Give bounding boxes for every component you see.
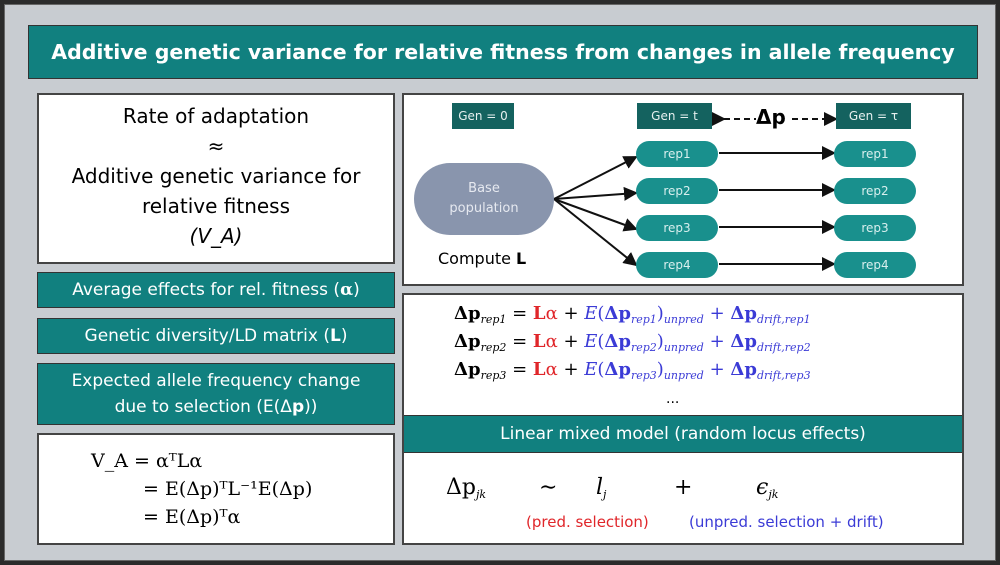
equations-box: Δprep1 = Lα + E(Δprep1)unpred + Δpdrift,… [402,293,964,545]
delta-p-label: Δp [756,105,786,129]
va-equations-box: V_A = αᵀLα = E(Δp)ᵀL⁻¹E(Δp) = E(Δp)ᵀα [37,433,395,545]
arrow-base-rep4 [553,198,638,267]
equation-rep3: Δprep3 = Lα + E(Δprep3)unpred + Δpdrift,… [454,359,811,382]
gen-0-label: Gen = 0 [452,103,514,129]
rep1-gen-tau: rep1 [836,143,914,165]
va-eq-2: = E(Δp)ᵀL⁻¹E(Δp) [143,478,313,500]
base-population-cloud: Base population [414,163,554,235]
pred-selection-label: (pred. selection) [526,513,649,531]
lmm-epsilon: ϵjk [756,475,779,501]
rep3-gen-t: rep3 [638,217,716,239]
replicate-equations: Δprep1 = Lα + E(Δprep1)unpred + Δpdrift,… [454,303,811,387]
replicate-diagram: Gen = 0 Gen = t Gen = τ Δp Base populatio… [402,93,964,286]
slide-title: Additive genetic variance for relative f… [28,25,978,79]
rate-text: Rate of adaptation [122,104,310,128]
arrow-base-rep1 [553,156,638,200]
va-eq-3: = E(Δp)ᵀα [143,506,241,528]
equation-rep2: Δprep2 = Lα + E(Δprep2)unpred + Δpdrift,… [454,331,811,354]
average-effects-box: Average effects for rel. fitness (α) [37,272,395,308]
approx-text: ≈ [207,134,225,158]
unpred-selection-label: (unpred. selection + drift) [689,513,884,531]
slide: Additive genetic variance for relative f… [4,4,996,561]
lmm-title: Linear mixed model (random locus effects… [404,415,962,453]
rep1-gen-t: rep1 [638,143,716,165]
expected-change-box: Expected allele frequency change due to … [37,363,395,425]
lmm-lhs: Δpjk [446,475,487,501]
gen-t-label: Gen = t [637,103,712,129]
lmm-l: lj [596,475,607,501]
ellipsis: ... [666,391,680,407]
rep4-gen-tau: rep4 [836,254,914,276]
va-symbol: (V_A) [189,224,243,248]
rep2-gen-tau: rep2 [836,180,914,202]
lmm-plus: + [674,475,693,500]
arrow-base-rep3 [553,198,638,232]
va-text-2: relative fitness [141,194,291,218]
gen-tau-label: Gen = τ [836,103,911,129]
compute-l-label: Compute L [438,249,527,268]
rep3-gen-tau: rep3 [836,217,914,239]
equation-rep1: Δprep1 = Lα + E(Δprep1)unpred + Δpdrift,… [454,303,811,326]
rate-of-adaptation-box: Rate of adaptation ≈ Additive genetic va… [37,93,395,264]
rep2-gen-t: rep2 [638,180,716,202]
rep4-gen-t: rep4 [638,254,716,276]
lmm-tilde: ∼ [539,475,558,500]
diagram-arrows [553,112,838,271]
va-eq-1: V_A = αᵀLα [91,450,203,472]
arrow-base-rep2 [553,186,638,201]
va-text-1: Additive genetic variance for [71,164,361,188]
ld-matrix-box: Genetic diversity/LD matrix (L) [37,318,395,354]
